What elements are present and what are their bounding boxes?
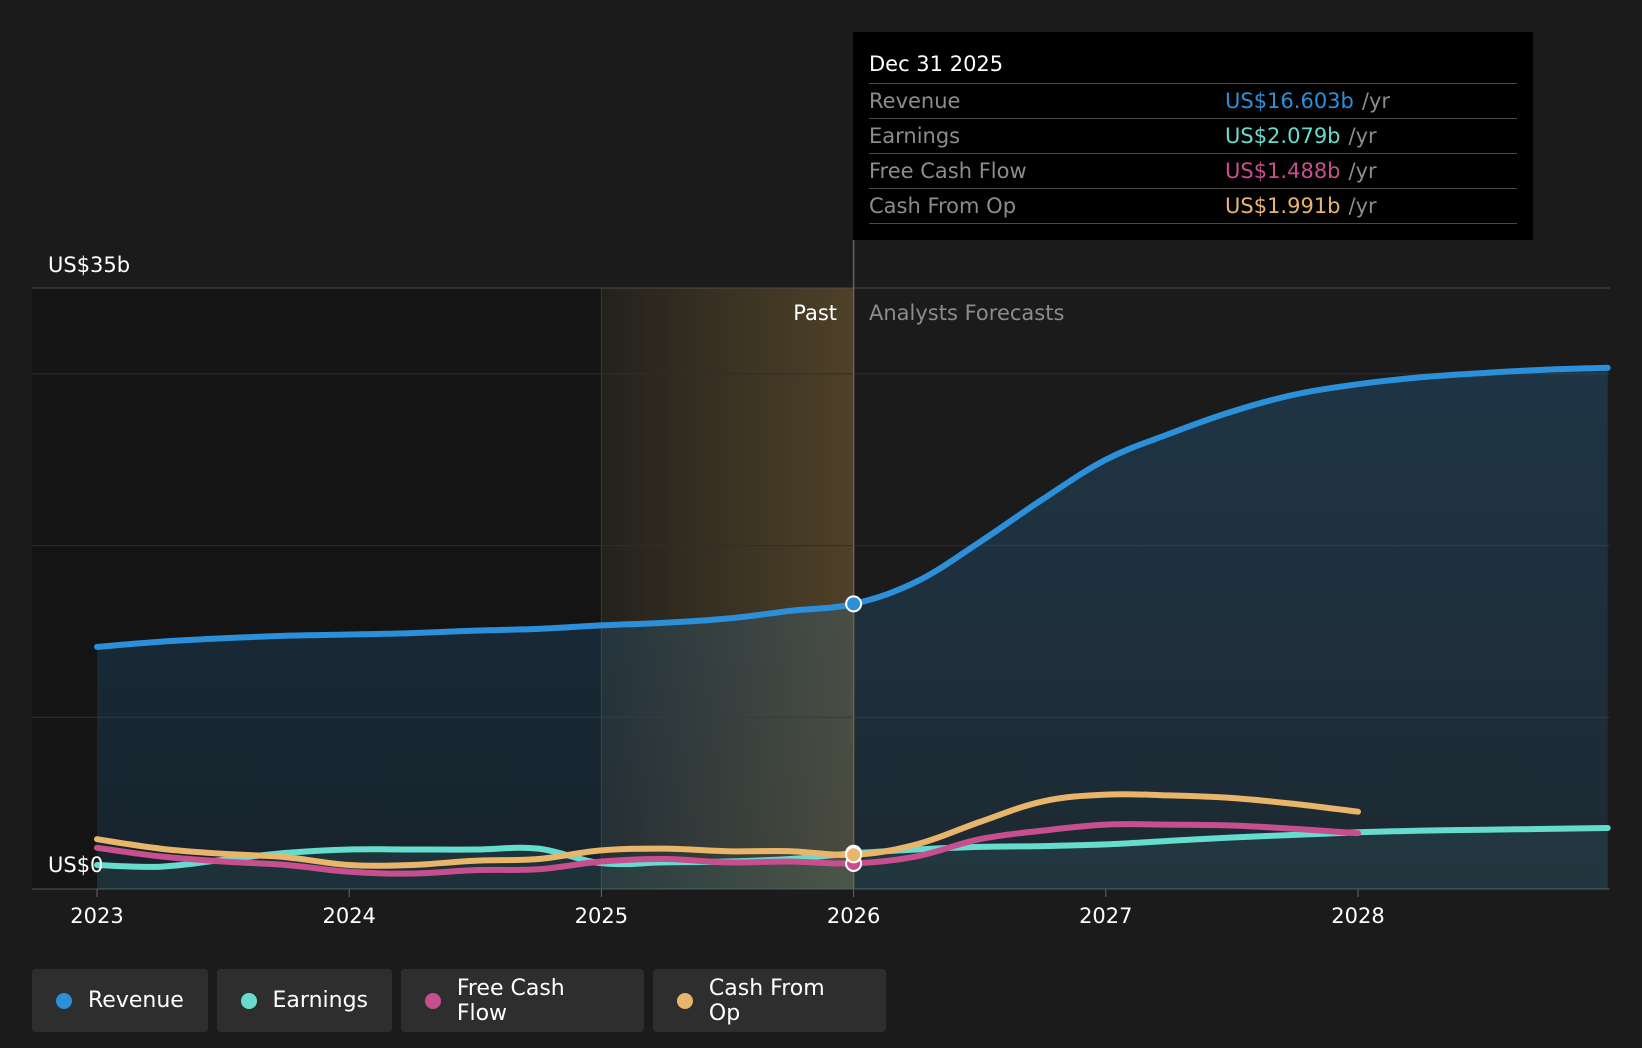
tooltip-unit: /yr <box>1361 89 1391 113</box>
tooltip-label: Revenue <box>869 89 961 113</box>
tooltip-value: US$16.603b <box>1225 89 1354 113</box>
free-cash-flow-dot-icon <box>425 992 441 1009</box>
x-tick-label: 2023 <box>70 904 123 928</box>
marker-revenue <box>845 595 863 613</box>
legend-label: Free Cash Flow <box>456 975 565 1026</box>
legend-item-earnings[interactable]: Earnings <box>217 969 392 1032</box>
marker-cash-from-op <box>845 846 863 864</box>
legend-label: Cash From Op <box>708 975 825 1026</box>
forecast-label: Analysts Forecasts <box>869 301 1064 325</box>
tooltip-label: Earnings <box>869 124 961 148</box>
tooltip-date: Dec 31 2025 <box>869 50 1517 84</box>
tooltip-row-revenue: Revenue US$16.603b /yr <box>869 84 1517 119</box>
series-line-free-cash-flow <box>94 821 1361 877</box>
y-axis-bottom-label: US$0 <box>48 853 103 877</box>
tooltip-unit: /yr <box>1348 194 1377 218</box>
revenue-area-fill <box>97 367 1608 889</box>
x-tick-label: 2027 <box>1079 904 1132 928</box>
series-line-cash-from-op <box>94 791 1361 869</box>
tooltip-label: Cash From Op <box>869 194 1017 218</box>
legend: Revenue Earnings Free Cash Flow Cash Fro… <box>32 969 886 1032</box>
tooltip-row-earnings: Earnings US$2.079b /yr <box>869 119 1517 154</box>
tooltip-value: US$1.991b <box>1225 194 1341 218</box>
x-tick-label: 2024 <box>322 904 375 928</box>
legend-item-free-cash-flow[interactable]: Free Cash Flow <box>401 969 644 1032</box>
legend-label: Revenue <box>88 988 184 1013</box>
hover-markers <box>845 595 863 872</box>
tooltip-unit: /yr <box>1348 124 1377 148</box>
cash-from-op-dot-icon <box>677 992 693 1009</box>
x-axis-ticks: 2023 2024 2025 2026 2027 2028 <box>70 889 1385 928</box>
legend-label: Earnings <box>272 988 368 1013</box>
series-line-revenue <box>94 364 1611 650</box>
tooltip-unit: /yr <box>1348 159 1377 183</box>
tooltip: Dec 31 2025 Revenue US$16.603b /yr Earni… <box>853 32 1533 240</box>
y-axis-top-label: US$35b <box>48 253 130 277</box>
legend-item-cash-from-op[interactable]: Cash From Op <box>653 969 886 1032</box>
axis-labels: US$35b US$0 Past Analysts Forecasts <box>48 253 1064 877</box>
x-tick-label: 2028 <box>1331 904 1384 928</box>
x-tick-label: 2026 <box>827 904 880 928</box>
tooltip-row-cash-from-op: Cash From Op US$1.991b /yr <box>869 189 1517 224</box>
tooltip-value: US$1.488b <box>1225 159 1341 183</box>
tooltip-row-free-cash-flow: Free Cash Flow US$1.488b /yr <box>869 154 1517 189</box>
legend-item-revenue[interactable]: Revenue <box>32 969 208 1032</box>
earnings-dot-icon <box>241 992 257 1009</box>
past-label: Past <box>793 301 837 325</box>
tooltip-value: US$2.079b <box>1225 124 1341 148</box>
revenue-dot-icon <box>56 992 72 1009</box>
tooltip-label: Free Cash Flow <box>869 159 1027 183</box>
x-tick-label: 2025 <box>575 904 628 928</box>
